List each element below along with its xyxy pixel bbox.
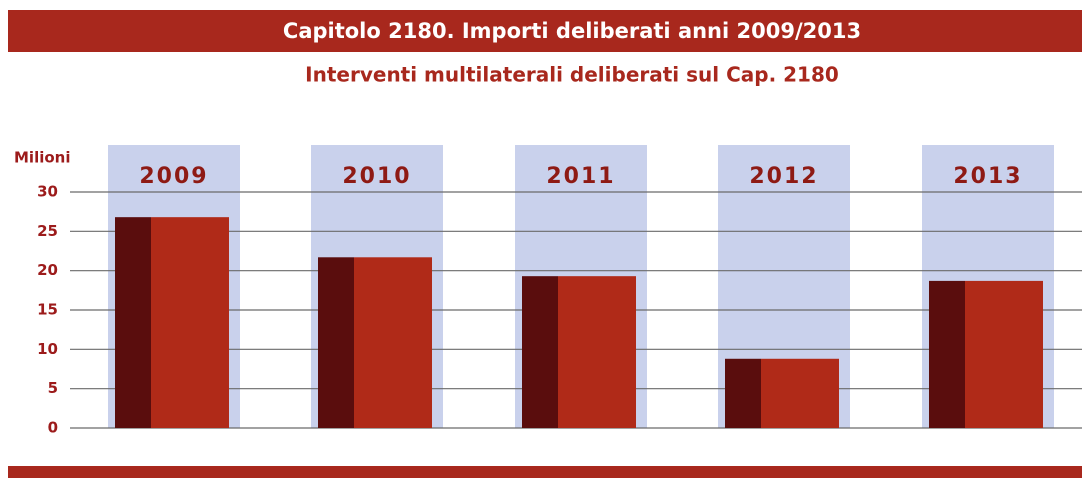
bar-front xyxy=(151,217,229,428)
y-tick-label: 0 xyxy=(48,419,58,437)
chart-subtitle: Interventi multilaterali deliberati sul … xyxy=(305,63,839,87)
bar-side xyxy=(115,217,151,428)
bar-side xyxy=(318,257,354,428)
bar xyxy=(725,358,839,428)
y-tick-label: 15 xyxy=(37,301,58,319)
title-banner xyxy=(8,10,1082,52)
bar xyxy=(318,257,432,428)
y-axis-label: Milioni xyxy=(14,149,70,167)
bar-front xyxy=(354,257,432,428)
bar-front xyxy=(761,358,839,428)
bar-front xyxy=(965,280,1043,428)
bar xyxy=(115,217,229,428)
y-tick-label: 25 xyxy=(37,222,58,240)
x-tick-label: 2013 xyxy=(953,164,1022,189)
x-tick-label: 2011 xyxy=(546,164,615,189)
y-tick-label: 5 xyxy=(48,379,58,397)
bar-front xyxy=(558,276,636,428)
x-tick-label: 2010 xyxy=(342,164,411,189)
footer-banner xyxy=(8,466,1082,478)
chart-title: Capitolo 2180. Importi deliberati anni 2… xyxy=(283,19,861,43)
bar xyxy=(929,280,1043,428)
bar-side xyxy=(929,280,965,428)
y-tick-label: 10 xyxy=(37,340,58,358)
x-tick-label: 2012 xyxy=(749,164,818,189)
bar xyxy=(522,276,636,428)
y-tick-label: 20 xyxy=(37,261,58,279)
y-tick-label: 30 xyxy=(37,183,58,201)
bar-side xyxy=(725,358,761,428)
x-tick-label: 2009 xyxy=(139,164,208,189)
bar-side xyxy=(522,276,558,428)
